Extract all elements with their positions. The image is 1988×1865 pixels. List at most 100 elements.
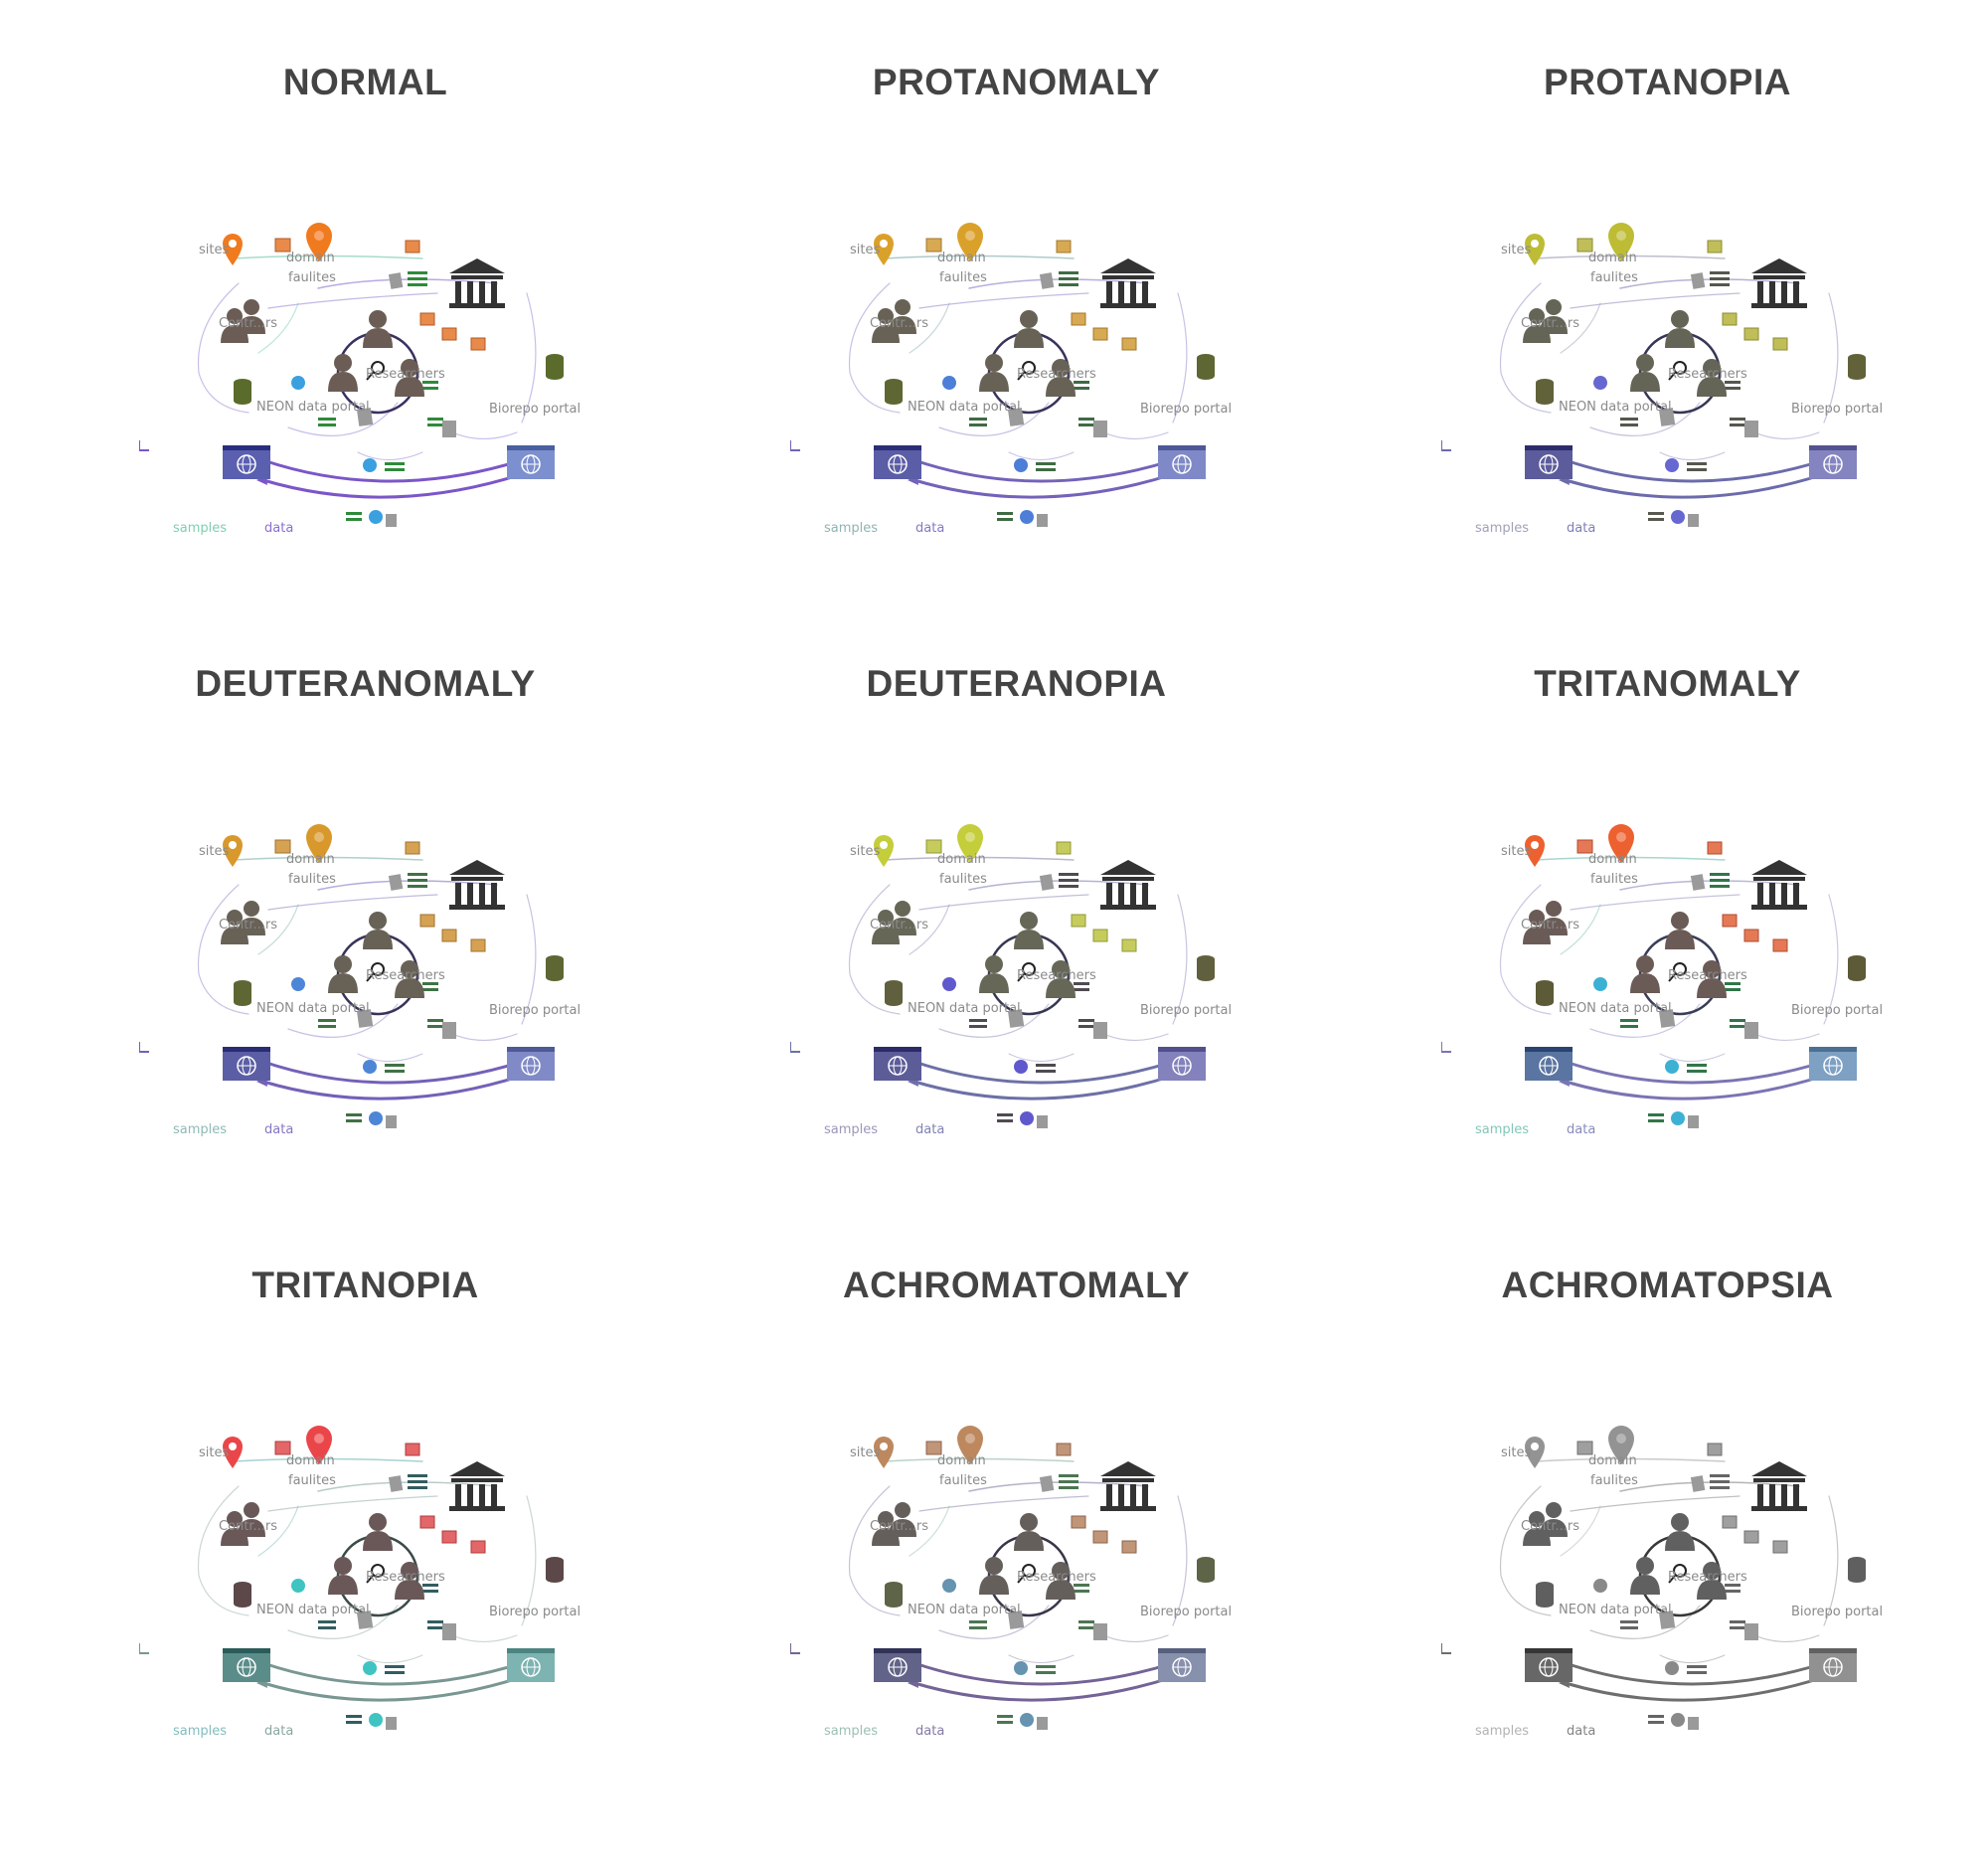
diagram-image: sites domain faulites Contr...rs Researc… (139, 1417, 606, 1760)
diagram-label: Biorepo portal (1791, 1605, 1883, 1619)
network-diagram: sites domain faulites Contr...rs Researc… (139, 223, 580, 536)
map-pin-icon (957, 223, 983, 261)
diagram-label: samples (1475, 1122, 1529, 1137)
diagram-label: NEON data portal (908, 1001, 1021, 1016)
map-pin-icon (223, 234, 243, 265)
diagram-label: domain (286, 1453, 335, 1468)
diagram-label: domain (286, 251, 335, 265)
panel-normal: NORMAL (40, 0, 691, 596)
diagram-label: data (264, 521, 293, 536)
diagram-label: NEON data portal (1559, 1001, 1672, 1016)
panel-title: DEUTERANOPIA (866, 663, 1167, 704)
network-diagram: sites domain faulites Contr...rs Researc… (1441, 824, 1883, 1137)
diagram-label: Contr...rs (219, 918, 277, 932)
map-pin-icon (223, 1437, 243, 1468)
diagram-label: samples (173, 1122, 227, 1137)
map-pin-icon (874, 835, 894, 867)
map-pin-icon (957, 824, 983, 863)
diagram-label: domain (937, 1453, 986, 1468)
map-pin-icon (874, 1437, 894, 1468)
panel-deuteranopia: DEUTERANOPIA (691, 601, 1342, 1198)
map-pin-icon (223, 835, 243, 867)
diagram-label: Biorepo portal (1791, 402, 1883, 417)
diagram-label: domain (1588, 852, 1637, 867)
diagram-label: sites (1501, 844, 1531, 859)
diagram-label: NEON data portal (256, 1001, 370, 1016)
diagram-label: Researchers (1668, 1570, 1747, 1585)
diagram-label: faulites (1590, 270, 1638, 285)
diagram-label: NEON data portal (1559, 400, 1672, 415)
map-pin-icon (874, 234, 894, 265)
panel-title: TRITANOPIA (251, 1265, 479, 1305)
diagram-label: domain (937, 251, 986, 265)
map-pin-icon (306, 1426, 332, 1464)
diagram-label: Contr...rs (1521, 316, 1579, 331)
diagram-label: Researchers (1017, 367, 1096, 382)
panel-title: NORMAL (282, 62, 448, 102)
diagram-label: sites (1501, 1445, 1531, 1460)
panel-title: PROTANOMALY (872, 62, 1161, 102)
network-diagram: sites domain faulites Contr...rs Researc… (139, 1426, 580, 1739)
diagram-label: data (1567, 1122, 1595, 1137)
network-diagram: sites domain faulites Contr...rs Researc… (1441, 223, 1883, 536)
diagram-label: samples (824, 1122, 878, 1137)
diagram-label: sites (850, 1445, 880, 1460)
diagram-label: Researchers (1668, 367, 1747, 382)
diagram-label: Biorepo portal (489, 1003, 580, 1018)
diagram-label: Biorepo portal (1140, 1605, 1232, 1619)
diagram-label: Contr...rs (870, 918, 928, 932)
diagram-label: Researchers (366, 968, 445, 983)
diagram-label: NEON data portal (256, 1603, 370, 1617)
diagram-label: faulites (288, 1473, 336, 1488)
map-pin-icon (1525, 1437, 1545, 1468)
diagram-label: Contr...rs (219, 316, 277, 331)
diagram-label: samples (173, 521, 227, 536)
diagram-label: faulites (288, 270, 336, 285)
diagram-label: faulites (939, 270, 987, 285)
network-diagram: sites domain faulites Contr...rs Researc… (1441, 1426, 1883, 1739)
diagram-image: sites domain faulites Contr...rs Researc… (790, 815, 1257, 1158)
diagram-label: Researchers (1017, 968, 1096, 983)
diagram-label: faulites (288, 872, 336, 887)
panel-achromatopsia: ACHROMATOPSIA (1342, 1203, 1988, 1799)
diagram-label: NEON data portal (1559, 1603, 1672, 1617)
map-pin-icon (1608, 223, 1634, 261)
diagram-image: sites domain faulites Contr...rs Researc… (139, 214, 606, 557)
diagram-image: sites domain faulites Contr...rs Researc… (1441, 214, 1908, 557)
diagram-image: sites domain faulites Contr...rs Researc… (790, 1417, 1257, 1760)
diagram-label: samples (824, 521, 878, 536)
network-diagram: sites domain faulites Contr...rs Researc… (790, 824, 1232, 1137)
diagram-label: sites (850, 243, 880, 257)
diagram-label: sites (199, 243, 229, 257)
diagram-label: sites (850, 844, 880, 859)
diagram-label: Contr...rs (219, 1519, 277, 1534)
diagram-image: sites domain faulites Contr...rs Researc… (1441, 1417, 1908, 1760)
diagram-label: samples (824, 1724, 878, 1739)
map-pin-icon (1608, 1426, 1634, 1464)
diagram-label: Contr...rs (870, 316, 928, 331)
network-diagram: sites domain faulites Contr...rs Researc… (139, 824, 580, 1137)
diagram-label: data (915, 521, 944, 536)
map-pin-icon (1525, 835, 1545, 867)
panel-tritanopia: TRITANOPIA (40, 1203, 691, 1799)
diagram-label: samples (1475, 1724, 1529, 1739)
diagram-label: data (915, 1122, 944, 1137)
diagram-label: Biorepo portal (489, 402, 580, 417)
panel-achromatomaly: ACHROMATOMALY (691, 1203, 1342, 1799)
panel-tritanomaly: TRITANOMALY (1342, 601, 1988, 1198)
diagram-label: samples (173, 1724, 227, 1739)
panel-title: DEUTERANOMALY (195, 663, 536, 704)
map-pin-icon (306, 223, 332, 261)
panel-title: TRITANOMALY (1534, 663, 1801, 704)
diagram-image: sites domain faulites Contr...rs Researc… (790, 214, 1257, 557)
diagram-label: faulites (939, 1473, 987, 1488)
diagram-label: NEON data portal (908, 1603, 1021, 1617)
diagram-image: sites domain faulites Contr...rs Researc… (1441, 815, 1908, 1158)
diagram-label: NEON data portal (256, 400, 370, 415)
diagram-label: faulites (1590, 872, 1638, 887)
diagram-label: samples (1475, 521, 1529, 536)
diagram-label: data (264, 1122, 293, 1137)
diagram-label: Biorepo portal (1791, 1003, 1883, 1018)
diagram-label: sites (1501, 243, 1531, 257)
